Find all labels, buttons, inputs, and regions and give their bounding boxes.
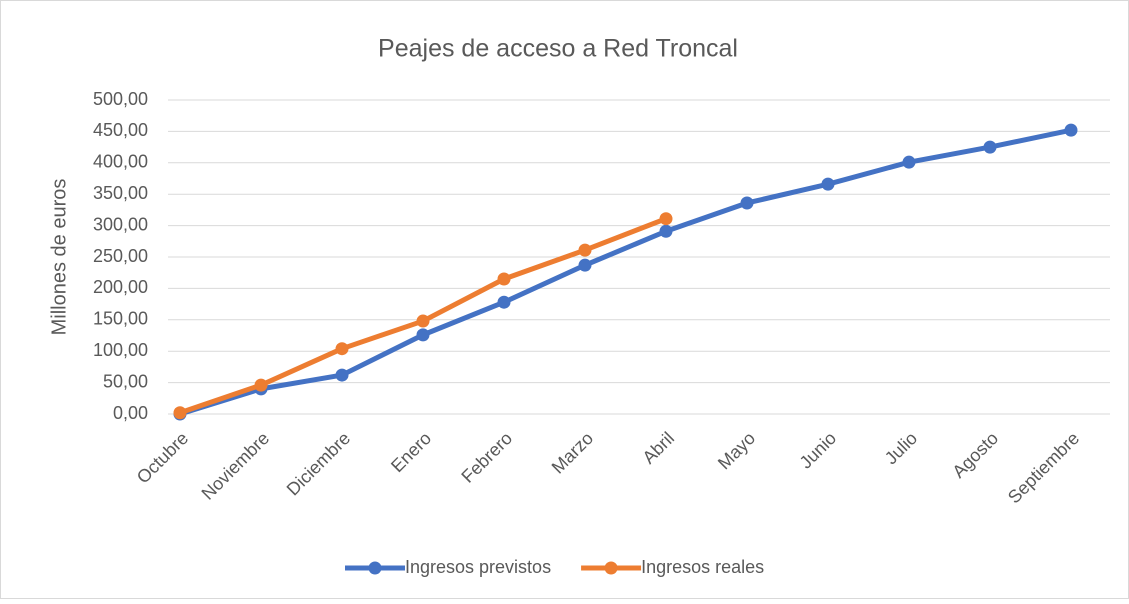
series-line [179, 127, 1072, 417]
y-tick-label: 350,00 [93, 183, 148, 203]
data-point [335, 368, 349, 382]
y-tick-label: 500,00 [93, 89, 148, 109]
y-tick-label: 450,00 [93, 120, 148, 140]
y-tick-label: 150,00 [93, 309, 148, 329]
data-point [740, 196, 754, 210]
data-point [821, 177, 835, 191]
data-point [1064, 123, 1078, 137]
y-tick-label: 0,00 [113, 403, 148, 423]
chart-title: Peajes de acceso a Red Troncal [378, 35, 738, 63]
data-point [254, 378, 268, 392]
data-point [983, 140, 997, 154]
y-axis-title: Millones de euros [48, 179, 70, 336]
y-tick-label: 250,00 [93, 246, 148, 266]
data-point [416, 328, 430, 342]
legend-marker [368, 561, 382, 575]
data-point [497, 272, 511, 286]
y-tick-label: 100,00 [93, 340, 148, 360]
data-point [497, 295, 511, 309]
legend-marker [604, 561, 618, 575]
data-point [416, 314, 430, 328]
y-tick-label: 400,00 [93, 152, 148, 172]
data-point [902, 155, 916, 169]
data-point [578, 243, 592, 257]
data-point [578, 258, 592, 272]
data-point [335, 342, 349, 356]
data-point [659, 224, 673, 238]
y-tick-label: 50,00 [103, 371, 148, 391]
legend-label: Ingresos previstos [405, 557, 551, 577]
y-tick-label: 200,00 [93, 277, 148, 297]
data-point [659, 212, 673, 226]
legend-label: Ingresos reales [641, 557, 764, 577]
data-point [173, 406, 187, 420]
y-tick-label: 300,00 [93, 214, 148, 234]
